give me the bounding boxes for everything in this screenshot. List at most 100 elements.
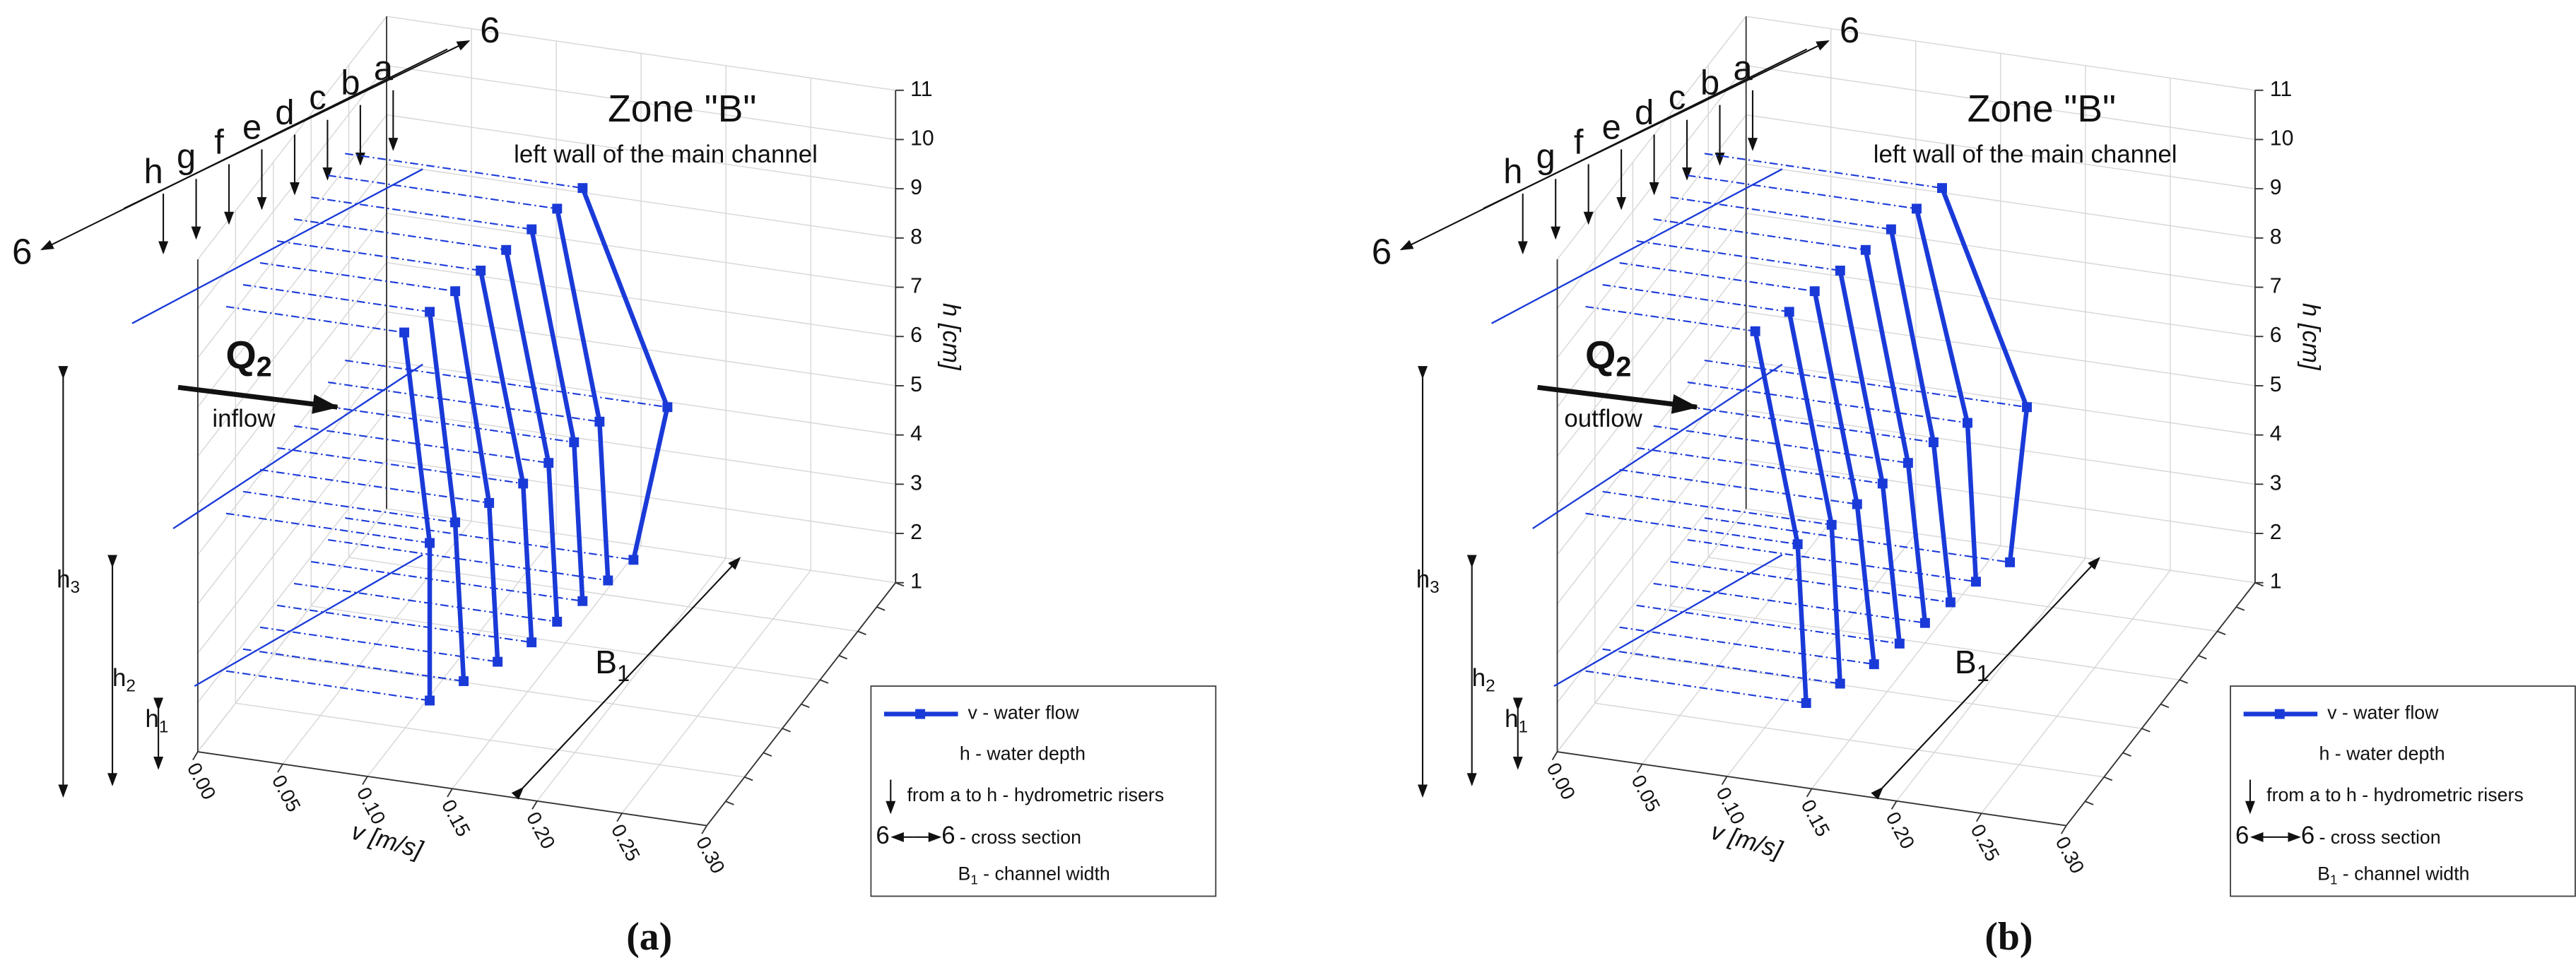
x-axis-label: v [m/s]	[348, 817, 427, 864]
grid-line	[1556, 262, 1747, 506]
cross-section-line	[1483, 40, 1830, 209]
depth-label-sub: 2	[1486, 677, 1495, 696]
flow-arrow	[1537, 384, 1699, 414]
axis-frame	[706, 582, 896, 827]
profile-point	[1877, 478, 1888, 489]
profile-point	[1919, 618, 1930, 628]
y-tick-label: 7	[2270, 275, 2282, 298]
floor-grid	[348, 557, 858, 632]
profile-point	[1894, 638, 1905, 649]
riser-label: g	[177, 138, 196, 176]
x-tick	[277, 763, 283, 773]
x-tick	[1721, 776, 1728, 785]
profile-point	[1971, 577, 1981, 587]
y-axis-label: h [cm]	[938, 303, 965, 371]
x-tick-label: 0.30	[692, 833, 729, 877]
depth-label-sub: 1	[1519, 718, 1529, 737]
depth-label-sub: 3	[70, 578, 80, 597]
profile-point	[2022, 402, 2033, 413]
profile-point	[1801, 698, 1811, 709]
depth-tick	[782, 728, 791, 733]
legend-box	[2230, 685, 2576, 897]
profile-point	[552, 203, 563, 214]
level-guide	[259, 626, 498, 663]
profile-point	[1945, 597, 1955, 608]
depth-tick	[2122, 752, 2131, 757]
level-guide	[311, 560, 583, 602]
x-tick	[701, 825, 707, 834]
depth-tick	[2179, 679, 2188, 684]
flow-label: inflow	[212, 405, 276, 432]
level-guide	[1670, 196, 1892, 230]
level-guide	[1619, 262, 1815, 292]
profile-line	[401, 332, 433, 701]
legend-label-main: B	[2317, 863, 2330, 884]
grid-line	[1556, 16, 1747, 260]
width-label-sub: 1	[617, 660, 630, 685]
flow-arrow	[177, 384, 339, 414]
flow-symbol: Q2	[1585, 333, 1631, 383]
profile-point	[1902, 458, 1913, 468]
depth-label-sub: 1	[159, 718, 169, 737]
level-guide	[276, 604, 532, 644]
level-guide	[1636, 240, 1840, 271]
profile-point	[425, 695, 435, 706]
flow-symbol-sub: 2	[257, 352, 272, 383]
cross-section-line	[123, 40, 471, 209]
profile-point	[1886, 224, 1896, 235]
level-guide	[242, 490, 456, 524]
y-tick-label: 6	[2270, 324, 2282, 347]
riser-label: e	[1602, 108, 1621, 146]
x-tick-label: 0.20	[522, 808, 560, 852]
legend-box	[870, 685, 1217, 897]
legend-label-rest: - channel width	[2337, 863, 2469, 884]
level-guide	[1653, 582, 1926, 624]
x-tick	[362, 776, 368, 785]
level-guide	[1670, 560, 1951, 603]
depth-tick	[820, 679, 829, 684]
width-arrow	[1871, 557, 2100, 800]
floor-grid	[1633, 654, 2142, 729]
x-tick-label: 0.00	[1542, 759, 1580, 803]
profile-point	[1963, 418, 1972, 428]
level-guide	[293, 425, 549, 464]
level-guide	[311, 403, 575, 444]
legend-label-rest: - channel width	[978, 863, 1110, 884]
level-guide	[225, 305, 405, 333]
legend-label: v - water flow	[2327, 702, 2439, 723]
depth-tick	[2198, 655, 2207, 660]
y-tick-label: 1	[910, 570, 922, 593]
x-tick-label: 0.20	[1882, 808, 1919, 852]
riser-label: h	[144, 153, 163, 191]
depth-label-main: h	[1505, 705, 1518, 733]
x-tick-label: 0.25	[607, 820, 645, 864]
floor-grid	[235, 702, 745, 778]
profile-point	[399, 327, 409, 338]
profile-point	[450, 286, 461, 297]
legend-label: from a to h - hydrometric risers	[907, 784, 1165, 805]
level-guide	[345, 360, 668, 408]
profile-line	[1753, 331, 1809, 704]
level-guide	[293, 218, 507, 251]
x-tick	[531, 800, 538, 810]
legend-swatch-marker	[2274, 709, 2285, 719]
level-guide	[225, 512, 430, 544]
depth-label: h1	[1505, 705, 1528, 737]
wall-level-line	[1553, 554, 1783, 687]
level-guide	[345, 153, 583, 189]
y-tick-label: 11	[910, 78, 932, 101]
grid-line	[282, 521, 472, 764]
profile-point	[484, 497, 495, 508]
riser-label: g	[1536, 138, 1555, 176]
grid-line	[197, 213, 387, 457]
profile-point	[527, 224, 537, 235]
profile-point	[1911, 203, 1922, 214]
profile-point	[1852, 499, 1862, 509]
level-guide	[259, 468, 490, 504]
x-tick-label: 0.00	[183, 759, 220, 803]
profile-point	[569, 437, 580, 447]
riser-label: h	[1503, 153, 1522, 191]
level-guide	[1619, 468, 1857, 505]
